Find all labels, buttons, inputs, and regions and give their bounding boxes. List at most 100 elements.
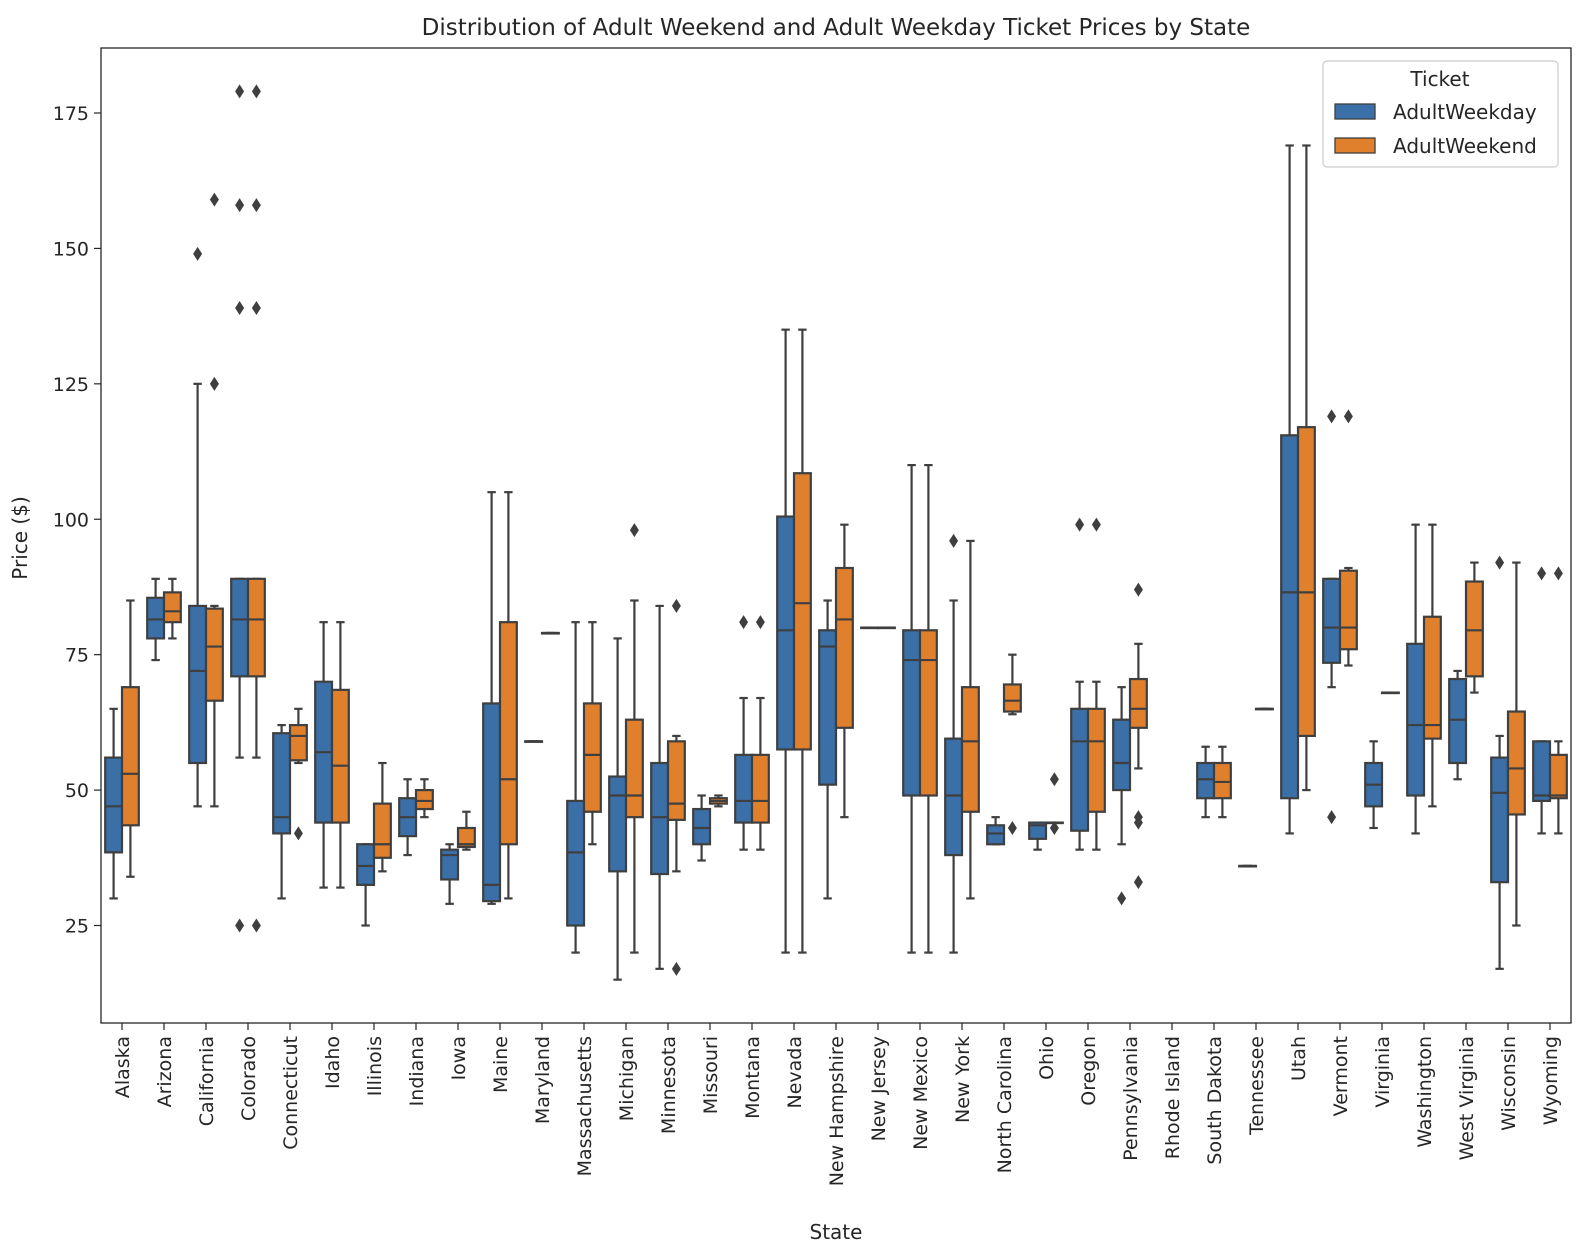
- box-adultweekday: [440, 843, 460, 905]
- outlier-point: [949, 533, 959, 548]
- y-tick-label: 100: [53, 509, 89, 531]
- box-iqr: [608, 775, 628, 873]
- legend-title: Ticket: [1409, 67, 1469, 91]
- x-tick-label: Iowa: [448, 1036, 470, 1080]
- box-adultweekend: [204, 192, 224, 808]
- box-adultweekend: [246, 84, 266, 933]
- legend: Ticket AdultWeekday AdultWeekend: [1322, 60, 1559, 168]
- box-iqr: [146, 596, 166, 640]
- box-adultweekday: [1490, 555, 1510, 970]
- x-tick-label: Pennsylvania: [1120, 1036, 1142, 1161]
- box-iqr: [750, 753, 770, 824]
- box-iqr: [666, 740, 686, 821]
- outlier-point: [1133, 810, 1143, 825]
- box-adultweekend: [1212, 745, 1232, 819]
- outlier-point: [209, 376, 219, 391]
- box-iqr: [792, 472, 812, 751]
- box-adultweekend: [834, 523, 854, 819]
- box-iqr: [1296, 426, 1316, 738]
- outlier-point: [1007, 821, 1017, 835]
- box-iqr: [776, 515, 796, 751]
- outlier-point: [1495, 555, 1505, 570]
- outlier-point: [193, 246, 203, 261]
- plot-area: [104, 84, 1568, 981]
- box-iqr: [272, 732, 292, 835]
- x-tick-label: Massachusetts: [574, 1036, 596, 1176]
- box-iqr: [162, 591, 182, 624]
- box-iqr: [1490, 756, 1510, 884]
- outlier-point: [1133, 875, 1143, 890]
- box-adultweekday: [1364, 740, 1384, 830]
- x-tick-label: Ohio: [1036, 1036, 1058, 1080]
- box-iqr: [692, 807, 712, 846]
- box-adultweekend: [162, 577, 182, 640]
- box-iqr: [624, 718, 644, 819]
- box-adultweekday: [566, 621, 586, 954]
- box-adultweekend: [288, 707, 308, 841]
- x-tick-label: Illinois: [364, 1036, 386, 1096]
- box-iqr: [1028, 821, 1048, 840]
- box-iqr: [1322, 577, 1342, 664]
- outlier-point: [1091, 517, 1101, 532]
- box-iqr: [104, 756, 124, 854]
- outlier-point: [251, 918, 261, 933]
- box-iqr: [204, 607, 224, 702]
- y-tick-label: 150: [53, 238, 89, 260]
- box-adultweekend: [1464, 561, 1484, 694]
- x-tick-label: Maryland: [532, 1036, 554, 1124]
- box-adultweekday: [650, 604, 670, 970]
- y-axis: 25 50 75 100 125 150 175: [53, 103, 101, 938]
- outlier-point: [209, 192, 219, 207]
- x-tick-label: Alaska: [112, 1036, 134, 1098]
- box-adultweekend: [330, 621, 350, 889]
- outlier-point: [235, 198, 245, 213]
- box-adultweekday: [902, 463, 922, 954]
- outlier-point: [671, 961, 681, 976]
- outlier-point: [671, 598, 681, 613]
- y-tick-label: 125: [53, 374, 89, 396]
- box-adultweekday: [734, 615, 754, 851]
- box-adultweekend: [1044, 772, 1064, 835]
- box-adultweekday: [356, 843, 376, 927]
- box-adultweekend: [876, 626, 896, 630]
- box-iqr: [330, 688, 350, 824]
- x-tick-label: Michigan: [616, 1036, 638, 1121]
- outlier-point: [629, 523, 639, 538]
- box-iqr: [650, 761, 670, 876]
- box-iqr: [582, 702, 602, 813]
- box-iqr: [902, 629, 922, 797]
- x-tick-label: West Virginia: [1456, 1036, 1478, 1160]
- x-tick-label: New York: [952, 1036, 974, 1123]
- x-tick-label: New Mexico: [910, 1036, 932, 1150]
- box-iqr: [818, 629, 838, 786]
- legend-swatch-weekday: [1334, 103, 1376, 120]
- x-axis-title: State: [810, 1220, 863, 1244]
- box-iqr: [1506, 710, 1526, 816]
- box-iqr: [1532, 740, 1552, 803]
- outlier-point: [1537, 566, 1547, 581]
- box-adultweekday: [104, 707, 124, 900]
- outlier-point: [1049, 772, 1059, 787]
- box-adultweekend: [1422, 523, 1442, 808]
- outlier-point: [251, 198, 261, 213]
- box-iqr: [1448, 677, 1468, 765]
- x-tick-label: Indiana: [406, 1036, 428, 1106]
- box-adultweekday: [608, 637, 628, 981]
- box-adultweekday: [860, 626, 880, 630]
- x-tick-label: Vermont: [1330, 1036, 1352, 1116]
- box-adultweekend: [582, 621, 602, 846]
- outlier-point: [755, 615, 765, 630]
- x-tick-label: Montana: [742, 1036, 764, 1119]
- x-tick-label: Minnesota: [658, 1036, 680, 1134]
- box-adultweekend: [708, 794, 728, 808]
- y-tick-label: 50: [65, 780, 89, 802]
- x-axis: Alaska Arizona California Colorado Connectic…: [112, 1023, 1562, 1186]
- box-adultweekend: [624, 523, 644, 954]
- box-iqr: [372, 802, 392, 859]
- y-tick-label: 25: [65, 916, 89, 938]
- box-adultweekend: [750, 615, 770, 851]
- chart-title: Distribution of Adult Weekend and Adult …: [422, 15, 1251, 41]
- box-adultweekday: [818, 599, 838, 900]
- box-adultweekday: [1322, 409, 1342, 825]
